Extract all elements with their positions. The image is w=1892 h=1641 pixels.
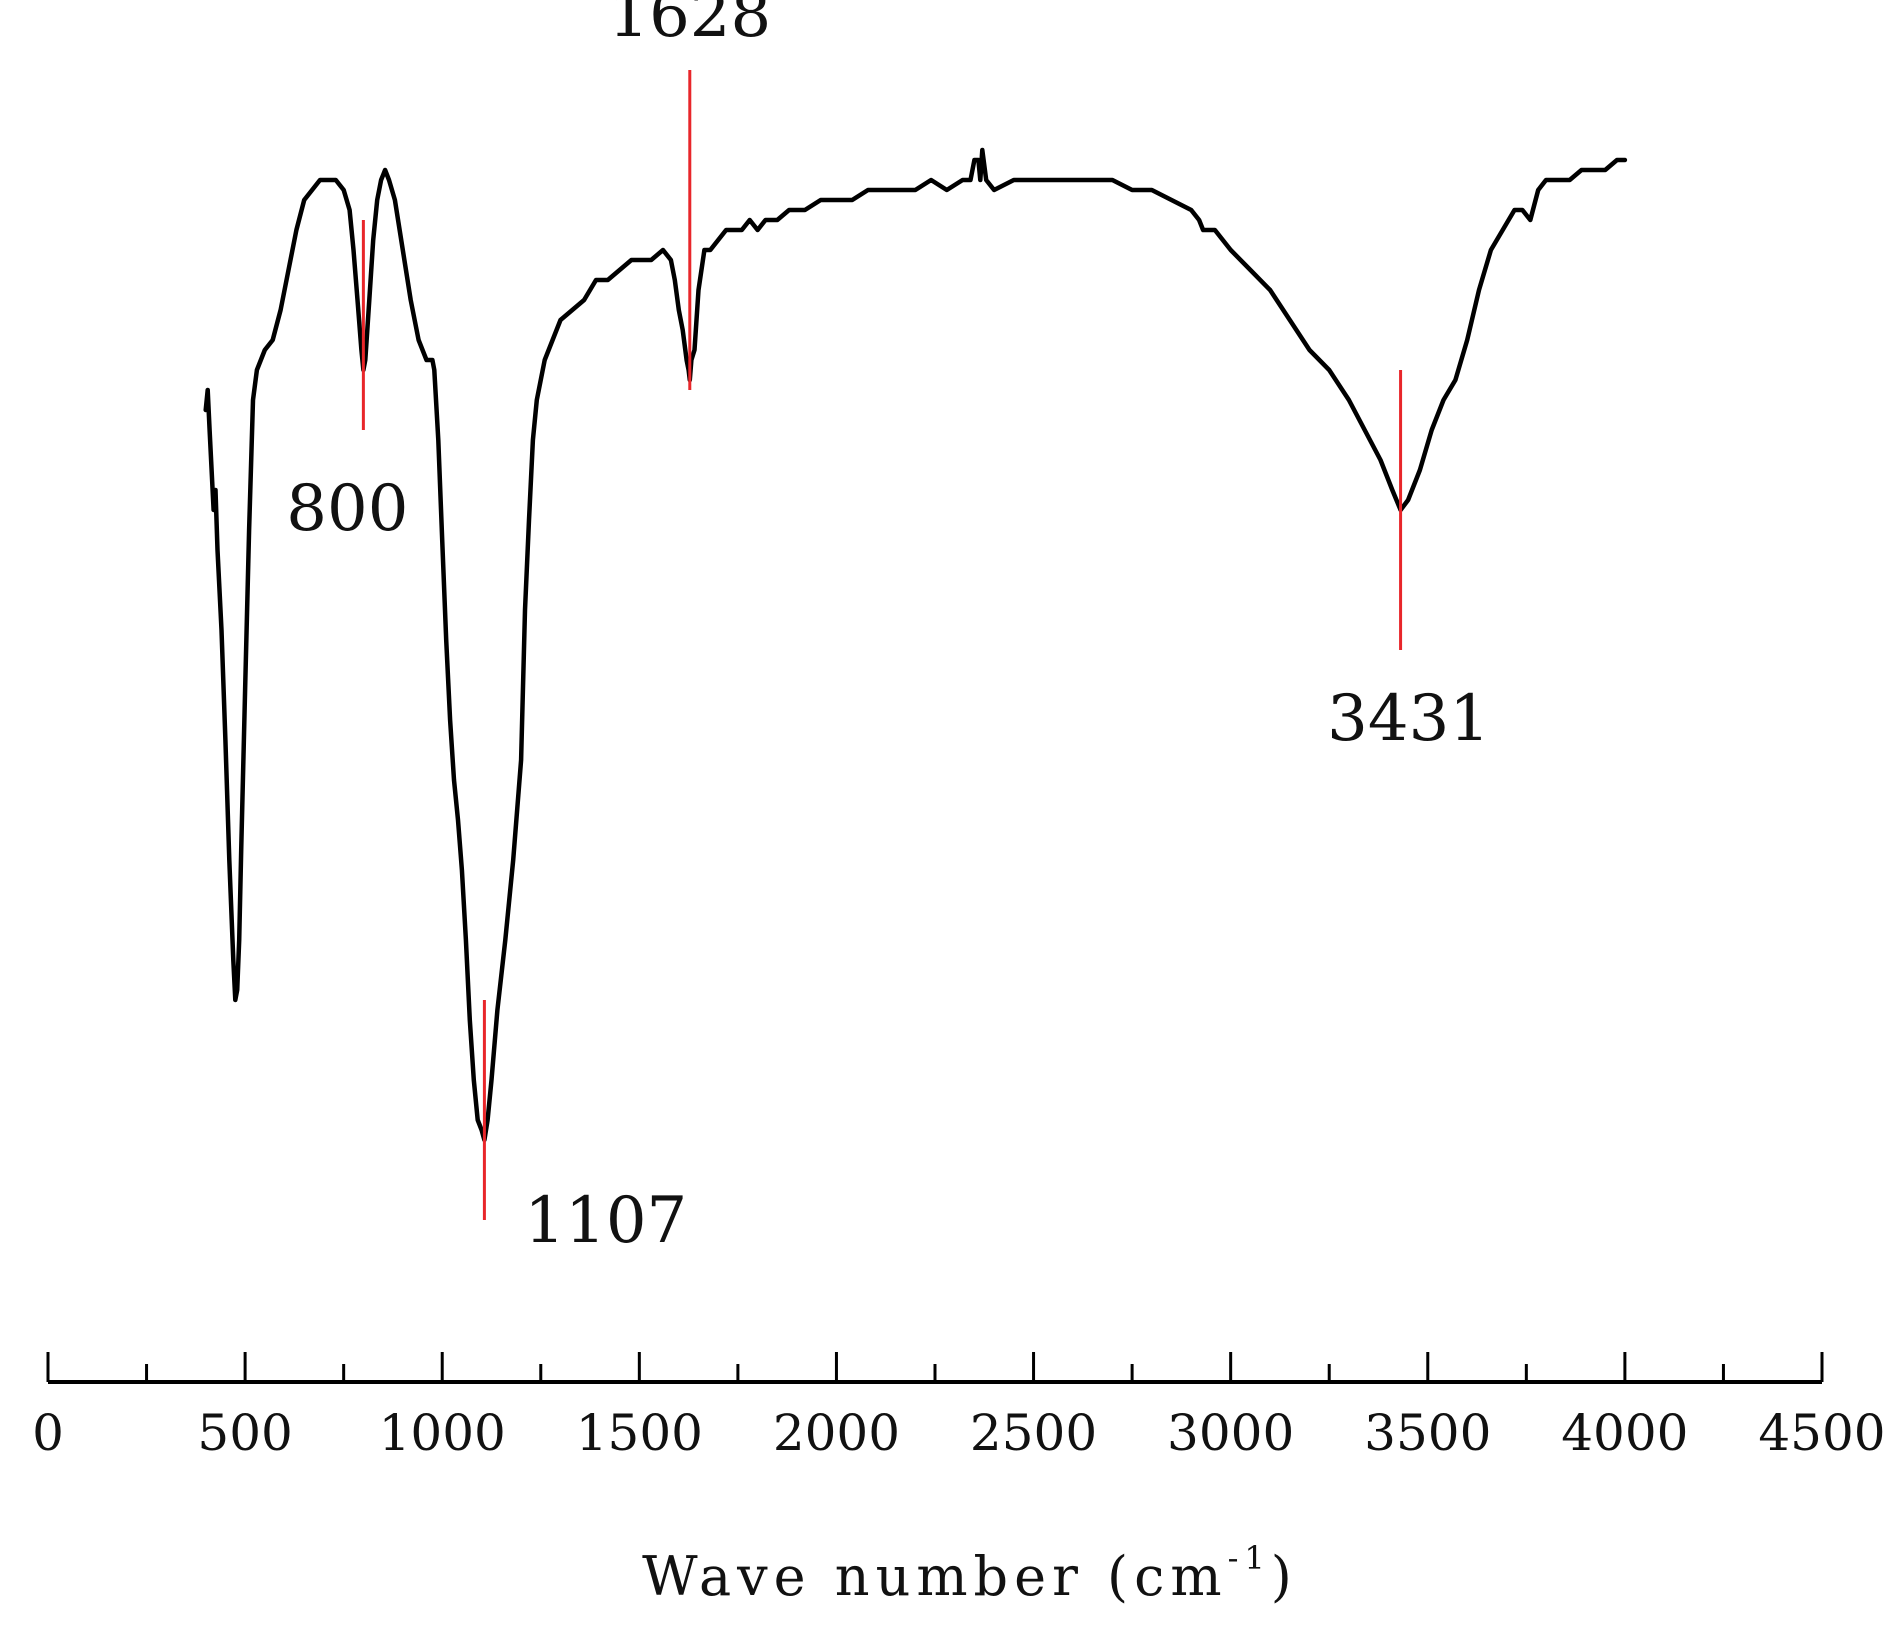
x-tick-label: 1000: [379, 1404, 506, 1462]
x-axis-title: Wave number (cm-1): [642, 1539, 1298, 1608]
peak-markers: 800 1107 1628 3431: [286, 0, 1490, 1258]
x-tick-label: 1500: [576, 1404, 703, 1462]
x-tick-label: 4500: [1758, 1404, 1885, 1462]
x-tick-label: 4000: [1561, 1404, 1688, 1462]
x-axis: 0 500 1000 1500 2000 2500 3000 3500 4000 4500: [32, 1352, 1886, 1462]
x-tick-label: 500: [197, 1404, 292, 1462]
x-tick-label: 2500: [970, 1404, 1097, 1462]
x-tick-label: 2000: [773, 1404, 900, 1462]
spectrum-line: [203, 147, 1628, 1143]
spectrum-series: [203, 147, 1628, 1143]
peak-label: 1628: [608, 0, 771, 52]
x-tick-label: 3500: [1364, 1404, 1491, 1462]
x-axis-title-superscript: -1: [1228, 1539, 1271, 1577]
x-tick-label: 0: [32, 1404, 64, 1462]
peak-label: 3431: [1327, 682, 1490, 756]
peak-label: 800: [286, 472, 408, 546]
peak-label: 1107: [524, 1184, 687, 1258]
x-axis-title-close: ): [1271, 1545, 1298, 1608]
x-axis-title-main: Wave number (cm: [642, 1545, 1227, 1608]
x-tick-label: 3000: [1167, 1404, 1294, 1462]
